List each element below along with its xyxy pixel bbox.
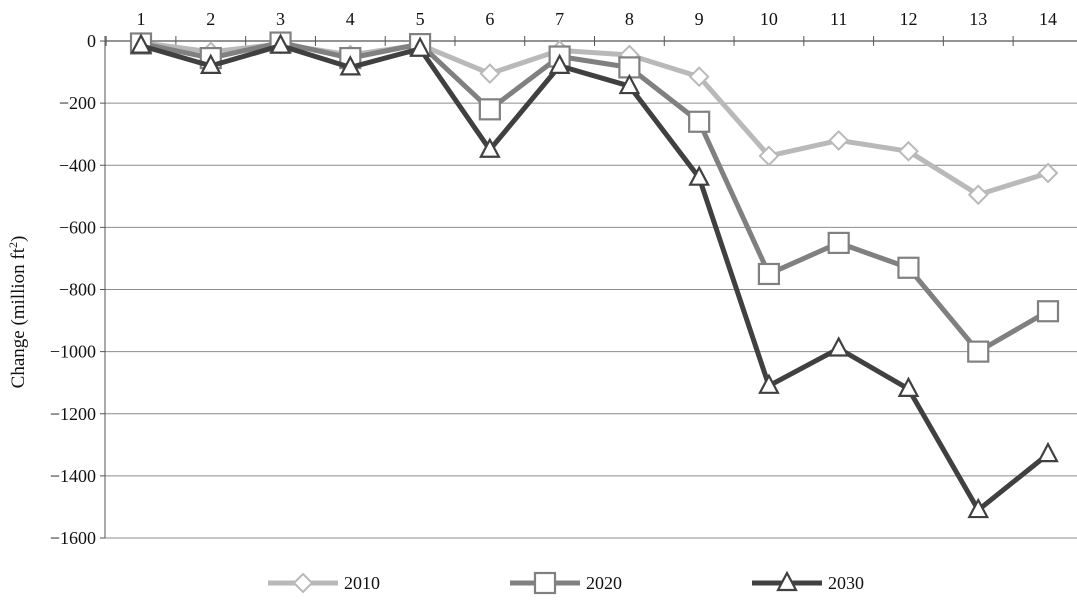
marker-triangle — [269, 33, 292, 54]
marker-square — [478, 98, 501, 121]
marker-triangle — [548, 53, 571, 74]
marker-triangle — [776, 570, 798, 592]
marker-triangle — [339, 55, 362, 76]
x-tick-label: 10 — [760, 9, 778, 29]
marker-diamond — [1037, 162, 1059, 184]
y-tick-label: −800 — [59, 280, 96, 300]
x-tick-label: 11 — [830, 9, 847, 29]
marker-triangle — [130, 33, 152, 54]
marker-diamond — [828, 129, 850, 151]
x-tick-label: 7 — [555, 9, 564, 29]
legend-item-2010: 2010 — [268, 572, 380, 594]
x-tick-label: 6 — [485, 9, 494, 29]
y-tick-label: −1400 — [50, 466, 96, 486]
y-axis-label-close-paren: ) — [8, 236, 29, 242]
marker-diamond — [967, 184, 989, 206]
marker-triangle — [827, 336, 850, 357]
marker-triangle — [618, 73, 641, 95]
marker-diamond — [758, 145, 780, 167]
series-2030 — [130, 33, 1059, 519]
x-tick-label: 14 — [1039, 9, 1057, 29]
gridlines — [105, 102, 1077, 539]
series-line-2020 — [140, 40, 1050, 355]
x-tick-label: 2 — [206, 9, 215, 29]
legend-label: 2010 — [344, 573, 380, 593]
x-tick-label: 4 — [346, 9, 355, 29]
marker-square — [827, 231, 850, 255]
series-2010 — [130, 32, 1059, 206]
marker-triangle — [967, 497, 990, 519]
marker-square — [688, 110, 711, 133]
marker-triangle — [409, 36, 431, 57]
series-layer — [129, 31, 1060, 519]
y-tick-label: −200 — [59, 93, 96, 113]
marker-diamond — [479, 63, 501, 85]
x-tick-label: 13 — [969, 9, 987, 29]
legend-label: 2020 — [586, 573, 622, 593]
y-tick-label: −400 — [59, 155, 96, 175]
marker-diamond — [688, 66, 710, 88]
y-axis-label-superscript: 2 — [6, 242, 20, 248]
x-tick-label: 5 — [416, 9, 425, 29]
legend: 2010 2020 2030 — [268, 570, 864, 595]
y-tick-label: −1000 — [50, 342, 96, 362]
labels: Change (million ft2) — [6, 236, 29, 389]
marker-triangle — [479, 137, 501, 158]
x-tick-label: 9 — [695, 9, 704, 29]
x-tick-label: 12 — [899, 9, 917, 29]
marker-square — [533, 571, 557, 595]
marker-square — [897, 256, 920, 279]
marker-diamond — [292, 572, 314, 594]
y-tick-label: −1200 — [50, 404, 96, 424]
legend-item-2020: 2020 — [510, 571, 622, 595]
marker-triangle — [1037, 441, 1059, 463]
marker-triangle — [199, 53, 222, 74]
marker-triangle — [758, 373, 780, 394]
x-tick-label: 3 — [276, 9, 285, 29]
marker-square — [967, 340, 990, 363]
y-tick-label: −1600 — [50, 528, 96, 548]
series-2020 — [129, 31, 1060, 363]
marker-triangle — [897, 376, 920, 397]
marker-square — [1036, 300, 1060, 323]
legend-label: 2030 — [828, 573, 864, 593]
marker-triangle — [688, 165, 710, 186]
series-line-2010 — [140, 40, 1049, 198]
y-tick-label: 0 — [87, 31, 96, 51]
marker-square — [757, 262, 781, 286]
marker-diamond — [898, 140, 919, 162]
x-tick-label: 1 — [137, 9, 146, 29]
y-axis-label: Change (million ft2) — [6, 236, 29, 389]
legend-item-2030: 2030 — [752, 570, 864, 593]
series-line-2030 — [140, 43, 1050, 513]
y-tick-label: −600 — [59, 217, 96, 237]
x-tick-label: 8 — [625, 9, 634, 29]
